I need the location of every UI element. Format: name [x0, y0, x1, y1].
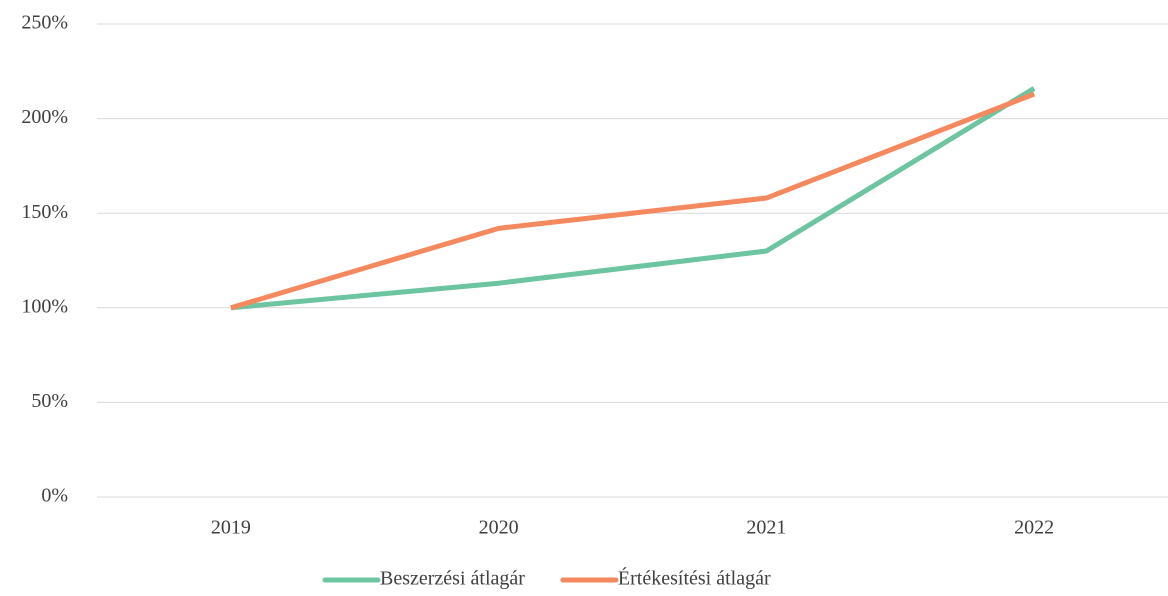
series-line: [230, 91, 1036, 311]
x-tick-label: 2019: [211, 517, 251, 539]
y-tick-label: 100%: [21, 295, 68, 317]
legend-label: Értékesítési átlagár: [618, 567, 771, 590]
legend-label: Beszerzési átlagár: [380, 568, 525, 590]
y-tick-label: 50%: [31, 390, 68, 412]
y-tick-label: 0%: [41, 485, 68, 507]
series-line: [230, 86, 1036, 311]
y-tick-label: 150%: [21, 201, 68, 223]
x-tick-label: 2022: [1014, 517, 1054, 539]
y-tick-label: 250%: [21, 12, 68, 34]
x-tick-label: 2020: [479, 517, 519, 539]
x-tick-label: 2021: [746, 517, 786, 539]
y-tick-label: 200%: [21, 106, 68, 128]
